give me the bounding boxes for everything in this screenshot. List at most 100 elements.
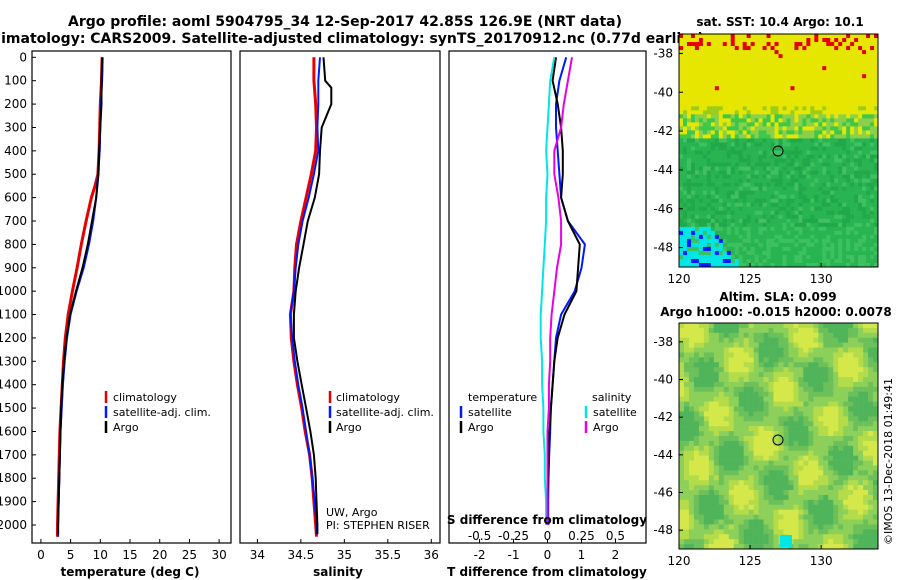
sst-cell	[774, 34, 779, 39]
sla-cell	[713, 367, 720, 373]
sst-cell	[786, 170, 791, 175]
sst-cell	[734, 178, 739, 183]
sst-cell	[726, 102, 732, 107]
sst-cell	[790, 186, 795, 191]
sst-cell	[806, 50, 811, 55]
sst-cell	[790, 238, 795, 244]
sla-cell	[798, 534, 804, 540]
sst-cell	[730, 58, 736, 63]
sst-cell	[802, 58, 807, 63]
sst-cell	[778, 122, 783, 127]
sla-cell	[763, 445, 769, 452]
sst-cell	[702, 134, 708, 139]
sst-cell	[802, 262, 807, 268]
sst-cell	[698, 94, 704, 99]
sst-cell	[686, 98, 692, 103]
sla-cell	[828, 460, 834, 466]
sst-cell	[694, 134, 700, 139]
sst-cell	[766, 38, 771, 43]
sla-cell	[733, 514, 739, 520]
sla-cell	[679, 342, 685, 348]
sla-cell	[688, 524, 695, 530]
sst-cell	[794, 126, 799, 131]
sst-cell	[706, 106, 712, 111]
sst-cell	[870, 210, 875, 216]
sst-cell	[730, 170, 736, 175]
sst-cell	[714, 58, 720, 63]
sst-cell	[686, 218, 692, 224]
sst-cell	[710, 118, 716, 123]
sla-lat-tick-label: -48	[653, 523, 673, 537]
sst-cell	[838, 210, 843, 216]
sla-cell	[743, 445, 749, 452]
sla-cell	[768, 475, 774, 481]
sst-cell	[862, 58, 867, 63]
sla-cell	[773, 347, 779, 353]
sla-cell	[763, 391, 769, 397]
sst-cell	[770, 234, 775, 240]
sst-cell	[874, 222, 879, 228]
sla-cell	[793, 327, 799, 334]
sla-cell	[679, 494, 685, 501]
sst-cell	[754, 170, 759, 175]
sla-cell	[773, 445, 779, 452]
sla-cell	[798, 347, 804, 353]
sla-cell	[708, 431, 715, 437]
sst-cell	[766, 186, 771, 191]
sst-cell	[818, 86, 823, 91]
sst-cell	[738, 210, 743, 216]
sst-cell	[690, 158, 696, 163]
sst-cell	[874, 158, 879, 163]
sst-cell	[814, 186, 819, 191]
sla-cell	[778, 391, 784, 397]
sst-cell	[690, 86, 696, 91]
legend-t-satellite: satellite	[468, 406, 512, 419]
sla-cell	[803, 480, 809, 486]
sst-cell	[834, 130, 839, 135]
sla-cell	[763, 504, 769, 510]
sst-cell	[850, 46, 855, 51]
sst-cell	[770, 130, 775, 135]
sla-cell	[723, 455, 730, 461]
sst-cell	[718, 114, 724, 119]
sla-cell	[803, 519, 809, 525]
sst-cell	[842, 186, 847, 191]
sla-cell	[828, 440, 834, 447]
sla-cell	[803, 544, 809, 550]
sst-cell	[730, 222, 736, 228]
sst-cell	[862, 114, 867, 119]
sst-cell	[846, 178, 851, 183]
sst-cell	[726, 210, 732, 216]
sst-cell	[870, 102, 875, 107]
sst-cell	[734, 54, 739, 59]
sst-cell	[846, 126, 851, 131]
sla-cell	[813, 401, 819, 407]
sst-cell	[790, 122, 795, 127]
sst-cell	[734, 102, 739, 107]
sst-cell	[778, 34, 783, 39]
sst-cell	[822, 174, 827, 179]
sst-cell	[694, 158, 700, 163]
sla-cell	[803, 440, 809, 447]
sla-cell	[868, 401, 874, 407]
sst-cell	[762, 202, 767, 208]
sla-cell	[723, 377, 730, 383]
sst-cell	[830, 98, 835, 103]
sst-cell	[874, 186, 879, 191]
sst-cell	[726, 86, 732, 91]
sst-cell	[874, 182, 879, 187]
sst-cell	[866, 214, 871, 220]
sst-cell	[722, 178, 728, 183]
sst-cell	[818, 50, 823, 55]
sst-cell	[679, 194, 684, 200]
sst-cell	[778, 86, 783, 91]
sla-map-panel: Altim. SLA: 0.099 Argo h1000: -0.015 h20…	[653, 290, 891, 568]
sst-cell	[738, 150, 743, 155]
sst-cell	[826, 238, 831, 244]
sst-cell	[730, 178, 736, 183]
sst-cell	[850, 258, 855, 264]
sst-cell	[762, 94, 767, 99]
sst-cell	[790, 150, 795, 155]
sst-cell	[786, 82, 791, 87]
sst-cell	[690, 210, 696, 216]
